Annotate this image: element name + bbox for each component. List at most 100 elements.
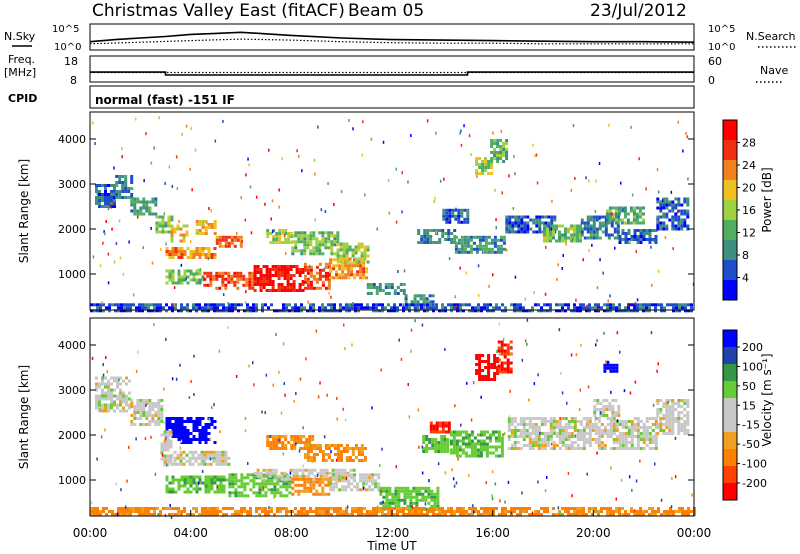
heatmap-speckle xyxy=(198,481,200,485)
heatmap-cell xyxy=(662,221,666,225)
heatmap-cell xyxy=(218,238,222,242)
heatmap-cell xyxy=(454,241,458,245)
heatmap-speckle xyxy=(171,377,174,381)
heatmap-speckle xyxy=(599,411,602,415)
heatmap-cell xyxy=(171,435,175,438)
heatmap-speckle xyxy=(488,284,490,288)
heatmap-cell xyxy=(318,240,322,244)
heatmap-cell xyxy=(592,218,596,222)
heatmap-cell xyxy=(438,229,442,232)
heatmap-cell xyxy=(204,309,207,313)
heatmap-cell xyxy=(561,306,564,310)
heatmap-cell xyxy=(608,218,612,222)
heatmap-cell xyxy=(337,471,341,475)
heatmap-cell xyxy=(198,481,202,485)
heatmap-cell xyxy=(195,417,199,420)
heatmap-cell xyxy=(351,450,355,453)
heatmap-cell xyxy=(558,435,562,438)
heatmap-cell xyxy=(292,280,296,283)
heatmap-cell xyxy=(576,309,579,313)
heatmap-cell xyxy=(180,475,184,479)
heatmap-cell xyxy=(573,224,576,228)
heatmap-cell xyxy=(277,274,281,277)
heatmap-speckle xyxy=(137,350,139,354)
heatmap-speckle xyxy=(247,462,249,465)
heatmap-cell xyxy=(349,468,353,472)
heatmap-cell xyxy=(107,397,110,401)
heatmap-cell xyxy=(174,490,178,494)
heatmap-speckle xyxy=(561,267,563,270)
heatmap-cell xyxy=(630,435,634,438)
heatmap-speckle xyxy=(241,239,243,243)
heatmap-cell xyxy=(615,429,619,432)
heatmap-cell xyxy=(435,241,439,244)
heatmap-cell xyxy=(147,306,150,310)
heatmap-cell xyxy=(224,283,228,287)
heatmap-cell xyxy=(159,510,162,513)
heatmap-cell xyxy=(478,244,482,248)
heatmap-cell xyxy=(160,414,164,417)
heatmap-cell xyxy=(368,488,372,492)
heatmap-cell xyxy=(660,513,663,516)
heatmap-cell xyxy=(259,277,263,280)
heatmap-cell xyxy=(510,303,513,307)
heatmap-cell xyxy=(339,257,343,261)
heatmap-cell xyxy=(162,306,165,310)
noise-right-tick-bottom: 10^0 xyxy=(708,42,735,53)
heatmap-cell xyxy=(665,426,669,429)
heatmap-cell xyxy=(633,306,636,310)
heatmap-cell xyxy=(336,507,339,510)
heatmap-cell xyxy=(394,498,398,502)
heatmap-cell xyxy=(430,495,434,499)
heatmap-cell xyxy=(306,477,310,481)
heatmap-cell xyxy=(616,233,620,237)
heatmap-cell xyxy=(680,423,684,426)
heatmap-cell xyxy=(671,429,675,432)
heatmap-speckle xyxy=(421,323,424,327)
heatmap-cell xyxy=(564,303,567,307)
heatmap-speckle xyxy=(208,417,210,421)
heatmap-cell xyxy=(642,426,646,429)
heatmap-cell xyxy=(508,230,512,234)
heatmap-cell xyxy=(264,303,267,307)
heatmap-cell xyxy=(339,303,342,307)
heatmap-cell xyxy=(497,436,501,440)
heatmap-cell xyxy=(336,309,339,313)
heatmap-cell xyxy=(656,206,660,210)
heatmap-cell xyxy=(671,224,675,228)
heatmap-cell xyxy=(391,498,395,502)
colorbar-frame xyxy=(722,329,738,501)
heatmap-cell xyxy=(463,241,467,245)
heatmap-cell xyxy=(228,482,232,486)
heatmap-cell xyxy=(636,303,639,307)
heatmap-cell xyxy=(564,423,568,426)
heatmap-speckle xyxy=(498,322,501,326)
heatmap-cell xyxy=(576,432,580,435)
heatmap-cell xyxy=(639,303,642,307)
heatmap-cell xyxy=(523,221,527,225)
heatmap-cell xyxy=(186,435,190,438)
heatmap-cell xyxy=(570,441,574,444)
time-tick-label: 20:00 xyxy=(576,526,611,540)
heatmap-cell xyxy=(674,206,678,210)
heatmap-cell xyxy=(107,388,110,392)
heatmap-cell xyxy=(303,243,307,247)
colorbar-tick-label: 4 xyxy=(742,272,749,285)
heatmap-cell xyxy=(460,235,464,239)
heatmap-cell xyxy=(227,241,231,245)
heatmap-cell xyxy=(671,221,675,225)
heatmap-cell xyxy=(359,476,363,480)
heatmap-cell xyxy=(531,447,535,450)
heatmap-cell xyxy=(213,232,217,235)
heatmap-cell xyxy=(289,274,293,277)
heatmap-speckle xyxy=(315,329,318,333)
heatmap-cell xyxy=(283,265,287,268)
heatmap-cell xyxy=(171,253,175,256)
heatmap-cell xyxy=(130,175,134,178)
heatmap-cell xyxy=(614,399,618,402)
heatmap-cell xyxy=(345,306,348,310)
heatmap-cell xyxy=(639,241,643,244)
heatmap-cell xyxy=(362,264,366,268)
heatmap-cell xyxy=(321,231,325,235)
heatmap-cell xyxy=(357,260,361,264)
